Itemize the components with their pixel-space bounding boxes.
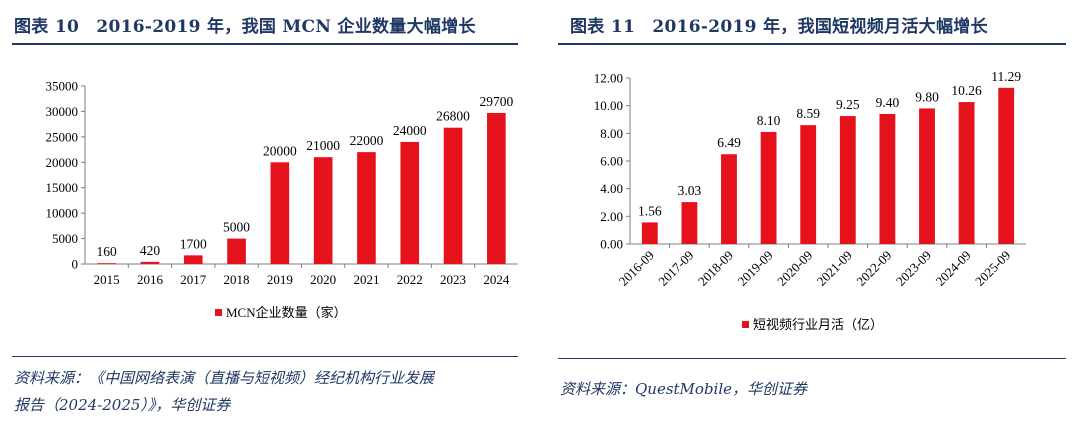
mau-y-tick-label: 6.00 xyxy=(600,154,623,169)
mcn-x-tick-label: 2021 xyxy=(353,272,379,287)
mau-legend-label: 短视频行业月活（亿） xyxy=(753,317,883,332)
left-source-line-1: 资料来源：《中国网络表演（直播与短视频）经纪机构行业发展 xyxy=(14,369,435,387)
mcn-legend-label: MCN企业数量（家） xyxy=(226,305,347,320)
mcn-bar xyxy=(357,152,376,264)
mau-x-tick-label: 2022-09 xyxy=(853,248,894,289)
mau-value-label: 8.59 xyxy=(796,106,820,121)
mcn-bar xyxy=(400,141,420,264)
right-source-note: 资料来源：QuestMobile，华创证券 xyxy=(560,376,807,403)
mcn-bar xyxy=(140,261,160,264)
mcn-value-label: 1700 xyxy=(180,236,207,251)
mau-bar xyxy=(919,108,935,244)
mcn-y-tick-label: 5000 xyxy=(52,231,78,246)
mcn-legend-swatch xyxy=(215,309,222,316)
mau-bar xyxy=(721,154,737,244)
mau-x-tick-label: 2025-09 xyxy=(972,248,1013,289)
mau-y-tick-label: 0.00 xyxy=(600,237,623,252)
mcn-y-tick-label: 30000 xyxy=(46,104,79,119)
mcn-x-tick-label: 2019 xyxy=(267,272,293,287)
mau-legend-swatch xyxy=(742,321,749,328)
mau-x-tick-label: 2024-09 xyxy=(932,248,973,289)
short-video-mau-chart: 0.00 2.00 4.00 6.00 8.00 10.00 12.00 1.56 2016-0… xyxy=(594,69,1026,332)
mcn-y-tick-label: 25000 xyxy=(46,129,79,144)
mau-value-label: 8.10 xyxy=(757,113,781,128)
mau-bar xyxy=(800,125,817,244)
mau-y-tick-label: 10.00 xyxy=(594,98,623,113)
mau-value-label: 9.25 xyxy=(836,97,860,112)
mcn-y-tick-label: 15000 xyxy=(46,180,79,195)
mau-bar xyxy=(760,131,777,244)
mau-bar xyxy=(998,87,1015,245)
mau-bar xyxy=(958,102,975,244)
right-source-line-1: 资料来源：QuestMobile，华创证券 xyxy=(560,380,808,398)
left-source-line-2: 报告（2024-2025）》，华创证券 xyxy=(14,396,231,414)
mcn-value-label: 420 xyxy=(140,243,161,258)
mcn-value-label: 160 xyxy=(97,244,118,259)
mau-value-label: 3.03 xyxy=(678,183,702,198)
mcn-value-label: 20000 xyxy=(263,143,297,158)
left-title-rule xyxy=(12,43,518,45)
mcn-value-label: 26800 xyxy=(436,109,470,124)
mau-y-tick-label: 8.00 xyxy=(600,126,623,141)
left-source-note: 资料来源：《中国网络表演（直播与短视频）经纪机构行业发展 报告（2024-202… xyxy=(14,365,434,419)
mcn-y-tick-label: 10000 xyxy=(46,206,79,221)
mau-x-tick-label: 2018-09 xyxy=(695,248,736,289)
mau-x-tick-label: 2020-09 xyxy=(774,248,815,289)
mau-y-tick-label: 12.00 xyxy=(594,71,623,86)
mcn-x-tick-label: 2015 xyxy=(94,272,120,287)
mcn-y-tick-label: 35000 xyxy=(46,79,79,94)
mcn-x-tick-label: 2017 xyxy=(180,272,207,287)
mcn-x-tick-label: 2024 xyxy=(483,272,510,287)
mau-x-tick-label: 2017-09 xyxy=(655,248,696,289)
mau-x-tick-label: 2016-09 xyxy=(616,248,657,289)
mcn-value-label: 5000 xyxy=(223,220,250,235)
mau-x-tick-label: 2021-09 xyxy=(814,248,855,289)
mau-value-label: 6.49 xyxy=(717,135,741,150)
mcn-y-tick-label: 20000 xyxy=(46,155,79,170)
mau-value-label: 10.26 xyxy=(951,83,982,98)
mcn-value-label: 21000 xyxy=(306,138,340,153)
mau-x-tick-label: 2019-09 xyxy=(734,248,775,289)
mau-value-label: 11.29 xyxy=(991,69,1021,84)
right-title-rule xyxy=(558,43,1066,45)
mcn-bar xyxy=(227,238,246,264)
mcn-value-label: 29700 xyxy=(479,94,513,109)
left-figure-title: 图表 10 2016-2019 年，我国 MCN 企业数量大幅增长 xyxy=(14,17,476,37)
mau-value-label: 9.80 xyxy=(915,89,939,104)
mcn-x-tick-label: 2020 xyxy=(310,272,336,287)
mau-bar xyxy=(839,116,856,244)
mau-y-tick-label: 2.00 xyxy=(600,209,623,224)
mcn-x-tick-label: 2018 xyxy=(224,272,250,287)
mcn-bar xyxy=(443,127,463,265)
mau-bar xyxy=(641,222,658,244)
right-figure-title: 图表 11 2016-2019 年，我国短视频月活大幅增长 xyxy=(570,17,988,37)
mcn-bar xyxy=(313,157,333,264)
mau-value-label: 9.40 xyxy=(876,95,900,110)
mcn-value-label: 24000 xyxy=(393,123,427,138)
mau-value-label: 1.56 xyxy=(638,203,662,218)
mau-x-tick-label: 2023-09 xyxy=(893,248,934,289)
mcn-value-label: 22000 xyxy=(350,133,384,148)
mcn-bar xyxy=(183,255,203,264)
mcn-bar xyxy=(487,112,506,264)
mcn-bar xyxy=(270,162,290,264)
mau-y-tick-label: 4.00 xyxy=(600,181,623,196)
right-source-rule xyxy=(558,358,1066,359)
mcn-x-tick-label: 2023 xyxy=(440,272,466,287)
mcn-x-tick-label: 2022 xyxy=(397,272,423,287)
mau-bar xyxy=(879,113,896,244)
mcn-count-chart: 0 5000 10000 15000 20000 25000 30000 35000 160 20… xyxy=(46,79,518,320)
mau-bar xyxy=(681,202,698,244)
mcn-bar xyxy=(97,263,116,264)
left-source-rule xyxy=(12,356,518,357)
mcn-x-tick-label: 2016 xyxy=(137,272,164,287)
mcn-y-tick-label: 0 xyxy=(72,257,79,272)
